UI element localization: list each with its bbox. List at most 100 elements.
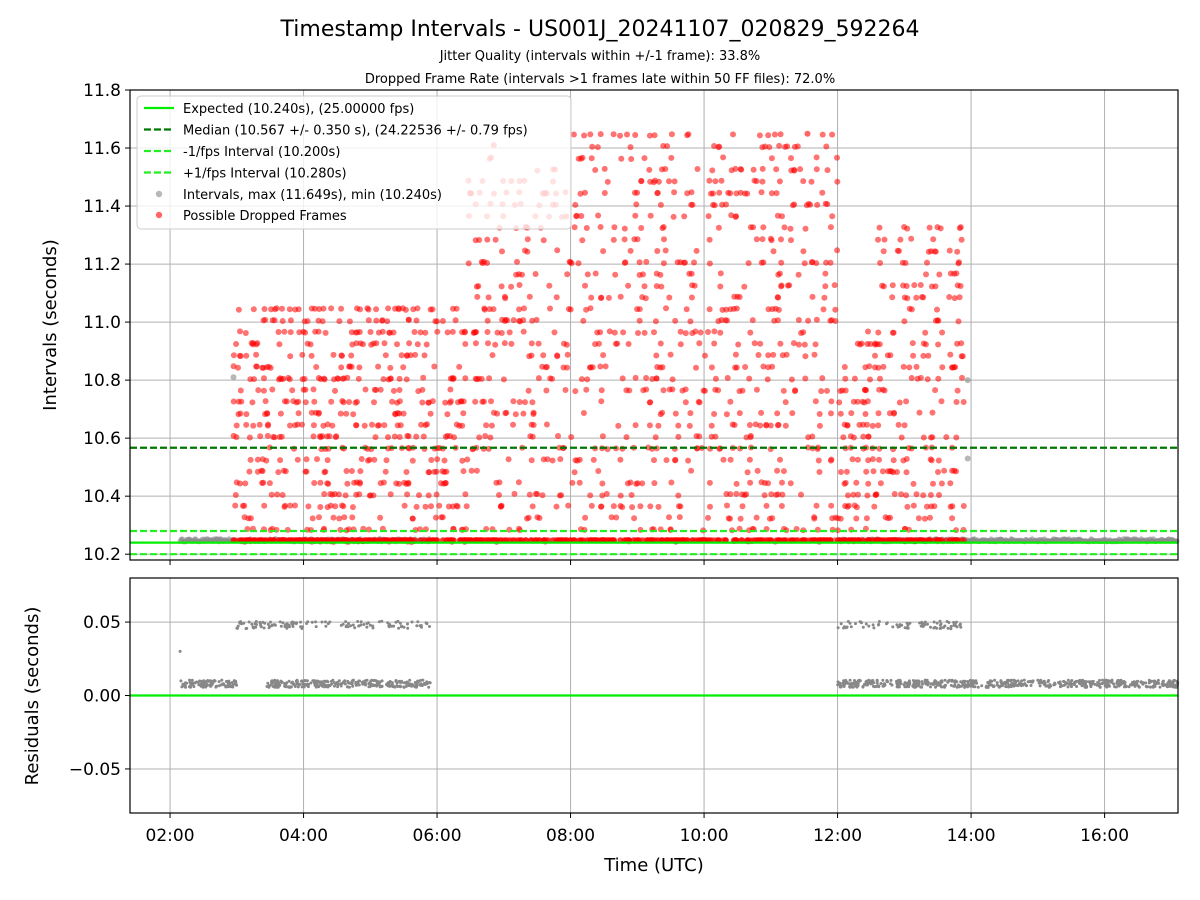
residual-point (923, 623, 927, 627)
dropped-frame-point (428, 503, 434, 510)
residual-point (891, 625, 895, 629)
residual-point (1110, 680, 1114, 684)
residual-point (287, 685, 290, 689)
dropped-frame-point (820, 306, 827, 313)
dropped-frame-point (312, 409, 319, 416)
dropped-frame-point (902, 260, 909, 266)
residual-point (362, 623, 366, 626)
dropped-frame-point (505, 456, 512, 463)
chart-legend: Expected (10.240s), (25.00000 fps) Media… (136, 95, 572, 230)
residual-point (931, 683, 935, 687)
dropped-frame-point (578, 155, 585, 162)
dropped-frame-point (554, 353, 561, 360)
dropped-frame-point (875, 422, 882, 429)
dropped-frame-point (785, 282, 791, 289)
dropped-frame-point (411, 329, 418, 335)
dropped-frame-point (663, 305, 669, 312)
residual-point (845, 625, 849, 629)
dropped-frame-point (230, 432, 237, 439)
residual-point (921, 682, 924, 686)
residual-point (949, 683, 953, 687)
residual-point (1047, 679, 1051, 682)
dropped-frame-point (311, 305, 318, 312)
dropped-frame-point (543, 421, 550, 428)
residual-point (269, 620, 272, 624)
residual-point (190, 678, 194, 682)
dropped-frame-point (666, 514, 672, 521)
intervals-y-tick-label: 11.8 (83, 81, 121, 101)
dropped-frame-point (924, 259, 930, 266)
dropped-frame-point (373, 306, 380, 313)
residual-point (846, 620, 850, 623)
dropped-frame-point (592, 341, 599, 348)
dropped-frame-point (705, 329, 711, 335)
dropped-frame-point (865, 457, 872, 464)
residual-point (1089, 685, 1093, 689)
dropped-frame-point (860, 433, 867, 440)
residual-point (934, 685, 937, 689)
residual-point (980, 684, 984, 688)
dropped-frame-point (660, 260, 667, 267)
dropped-frame-point (920, 352, 927, 359)
residual-point (1030, 680, 1034, 684)
residual-point (333, 684, 336, 688)
dropped-frame-point (565, 502, 572, 509)
dropped-frame-point (423, 341, 430, 348)
dropped-frame-point (371, 456, 378, 463)
dropped-frame-point (746, 456, 753, 463)
intervals-panel: 10.2 10.4 10.6 10.8 11.0 11.2 11.4 11.6 11.8 Int… (40, 81, 1180, 565)
dropped-frame-point (275, 469, 282, 476)
dropped-frame-point (889, 282, 896, 289)
dropped-frame-point (778, 259, 785, 266)
dropped-frame-point (675, 492, 682, 499)
dropped-frame-point (936, 492, 942, 498)
residual-point (906, 626, 910, 630)
dropped-frame-point (311, 480, 318, 486)
dropped-frame-point (894, 247, 901, 254)
dropped-frame-point (879, 468, 886, 475)
dropped-frame-point (600, 352, 607, 359)
dropped-frame-point (766, 515, 773, 522)
intervals-y-axis-label: Intervals (seconds) (40, 239, 61, 411)
residual-point (245, 626, 249, 630)
residual-point (404, 684, 408, 688)
residual-point (380, 679, 384, 683)
dropped-frame-point (472, 398, 479, 405)
residual-point (932, 620, 936, 624)
dropped-frame-point (382, 468, 389, 475)
residuals-y-tick-label: −0.05 (69, 760, 121, 780)
dropped-frame-point (646, 166, 653, 173)
residual-point (348, 681, 352, 685)
dropped-frame-point (668, 479, 675, 486)
residual-point (235, 626, 239, 630)
dropped-frame-point (310, 422, 317, 429)
dropped-frame-point (618, 155, 625, 162)
dropped-frame-point (441, 469, 448, 475)
dropped-frame-point (484, 236, 491, 243)
residual-point (943, 678, 947, 682)
x-tick-label: 02:00 (146, 826, 195, 846)
residual-point (929, 625, 932, 629)
dropped-frame-point (819, 375, 826, 382)
legend-swatch-intervals (155, 190, 163, 198)
residual-point (987, 683, 991, 687)
residual-point (422, 681, 426, 685)
dropped-frame-point (348, 468, 355, 474)
dropped-frame-point (484, 329, 491, 335)
residual-point (1101, 681, 1105, 685)
residual-point (1171, 683, 1175, 687)
residual-point (392, 624, 396, 628)
dropped-frame-point (865, 480, 872, 487)
dropped-frame-point (697, 329, 704, 336)
dropped-frame-point (510, 421, 516, 428)
dropped-frame-point (641, 155, 648, 162)
dropped-frame-point (595, 212, 602, 219)
residual-point (920, 621, 924, 625)
dropped-frame-point (686, 422, 693, 429)
dropped-frame-point (487, 434, 494, 441)
residual-point (929, 685, 932, 689)
dropped-frame-point (916, 409, 923, 416)
dropped-frame-point (348, 352, 355, 359)
residual-point (263, 621, 267, 625)
dropped-frame-point (659, 409, 666, 416)
